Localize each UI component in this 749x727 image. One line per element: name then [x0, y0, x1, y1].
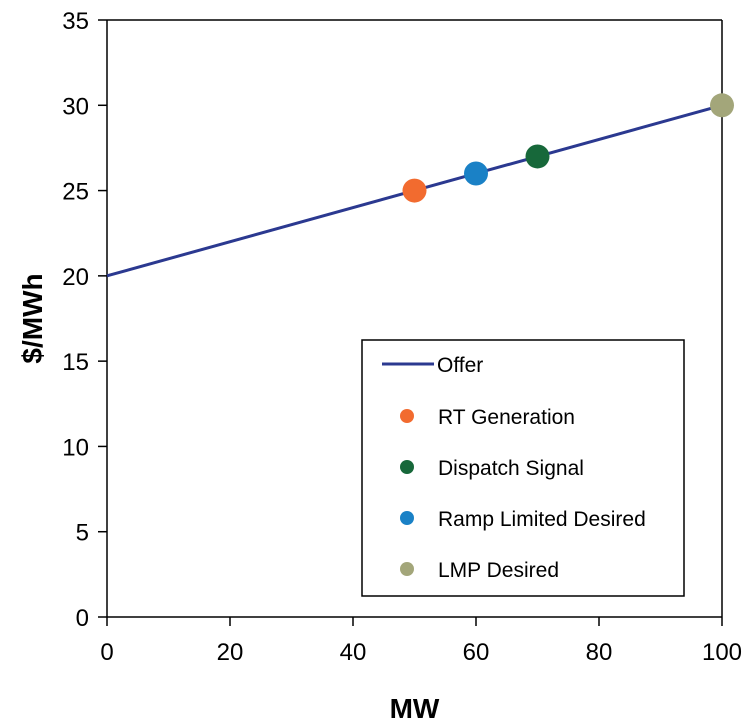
y-tick-label: 10 [62, 434, 89, 461]
y-tick-label: 5 [76, 520, 89, 547]
y-tick-label: 20 [62, 264, 89, 291]
data-point-ramp-limited-desired [464, 161, 488, 186]
legend-box [361, 339, 685, 597]
legend-label-ramp-limited-desired: Ramp Limited Desired [438, 508, 646, 531]
legend: Offer RT Generation Dispatch Signal Ramp… [361, 339, 685, 597]
legend-swatch-rt-generation [400, 409, 414, 423]
x-axis-ticks: 0 20 40 60 80 100 [100, 617, 742, 666]
y-axis-title: $/MWh [17, 273, 48, 363]
data-points [402, 93, 734, 203]
x-tick-label: 20 [217, 639, 244, 666]
x-tick-label: 0 [100, 639, 113, 666]
y-axis-ticks: 0 5 10 15 20 25 30 35 [62, 8, 107, 632]
data-point-lmp-desired [710, 93, 734, 118]
x-tick-label: 40 [340, 639, 367, 666]
legend-swatch-dispatch-signal [400, 460, 414, 474]
legend-label-dispatch-signal: Dispatch Signal [438, 457, 584, 480]
legend-swatch-lmp-desired [400, 562, 414, 576]
data-point-rt-generation [402, 178, 427, 203]
y-tick-label: 25 [62, 179, 89, 206]
legend-label-offer: Offer [437, 354, 483, 377]
x-tick-label: 60 [463, 639, 490, 666]
x-tick-label: 100 [702, 639, 742, 666]
y-tick-label: 30 [62, 93, 89, 120]
y-tick-label: 0 [76, 605, 89, 632]
data-point-dispatch-signal [525, 144, 550, 169]
x-axis-title: MW [390, 693, 440, 724]
legend-label-rt-generation: RT Generation [438, 406, 575, 429]
y-tick-label: 15 [62, 349, 89, 376]
x-tick-label: 80 [586, 639, 613, 666]
y-tick-label: 35 [62, 8, 89, 35]
legend-swatch-ramp-limited-desired [400, 511, 414, 525]
legend-label-lmp-desired: LMP Desired [438, 559, 559, 582]
